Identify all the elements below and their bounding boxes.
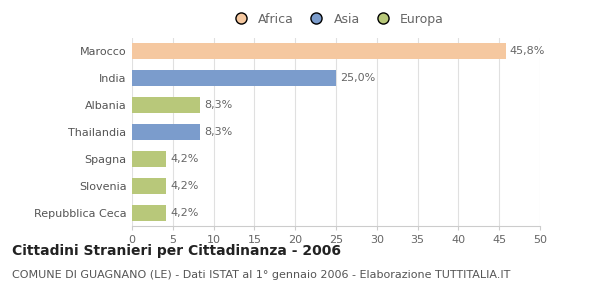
Bar (132, 97, 200, 113)
Bar (132, 70, 336, 86)
Text: Cittadini Stranieri per Cittadinanza - 2006: Cittadini Stranieri per Cittadinanza - 2… (12, 244, 341, 258)
Text: 4,2%: 4,2% (170, 208, 199, 218)
Text: COMUNE DI GUAGNANO (LE) - Dati ISTAT al 1° gennaio 2006 - Elaborazione TUTTITALI: COMUNE DI GUAGNANO (LE) - Dati ISTAT al … (12, 270, 511, 280)
Text: 4,2%: 4,2% (170, 181, 199, 191)
Bar (132, 205, 166, 221)
Legend: Africa, Asia, Europa: Africa, Asia, Europa (226, 10, 446, 28)
Bar (132, 124, 200, 140)
Text: 8,3%: 8,3% (204, 127, 232, 137)
Text: 25,0%: 25,0% (340, 73, 376, 83)
Bar (132, 178, 166, 194)
Bar (132, 43, 506, 59)
Text: 4,2%: 4,2% (170, 154, 199, 164)
Text: 8,3%: 8,3% (204, 100, 232, 110)
Bar (132, 151, 166, 167)
Text: 45,8%: 45,8% (510, 46, 545, 56)
